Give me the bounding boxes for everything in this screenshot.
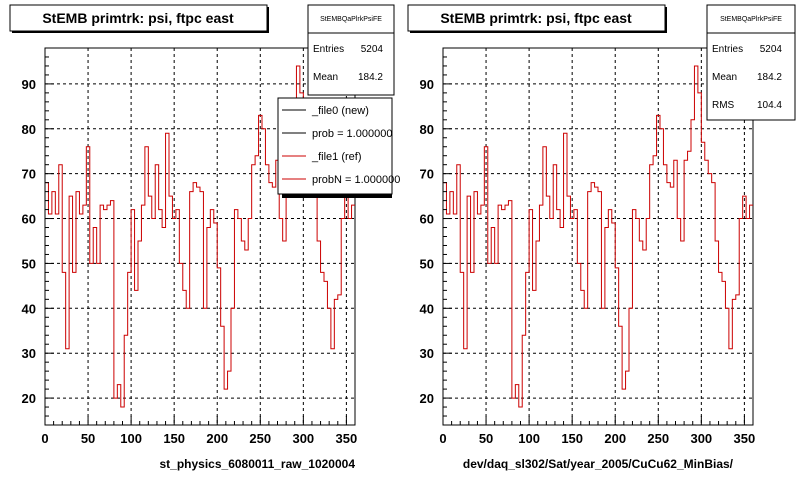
legend-label-3: probN = 1.000000	[312, 174, 400, 186]
right-panel: 0 50 100 150 200 250 300 350 20 30 40 50 60 70 80 90 St…	[407, 4, 796, 471]
x-tick-label: 250	[249, 431, 271, 446]
x-tick-label: 0	[439, 431, 446, 446]
stats-entries-label: Entries	[313, 44, 344, 55]
x-tick-label: 200	[604, 431, 626, 446]
x-tick-label: 150	[561, 431, 583, 446]
axes: 0 50 100 150 200 250 300 350 20 30 40 50 60 70 80 90	[22, 56, 358, 446]
stats-name: StEMBQaPlrkPsiFE	[320, 16, 382, 23]
y-tick-label: 80	[22, 122, 36, 137]
stats-box: StEMBQaPlrkPsiFE Entries 5204 Mean 184.2	[307, 4, 395, 96]
x-axis-label: st_physics_6080011_raw_1020004	[159, 457, 355, 471]
x-tick-label: 300	[690, 431, 712, 446]
x-tick-label: 100	[120, 431, 142, 446]
legend-label-0: _file0 (new)	[311, 105, 369, 117]
y-tick-label: 60	[22, 212, 36, 227]
stats-name: StEMBQaPlrkPsiFE	[720, 16, 782, 23]
x-tick-label: 250	[647, 431, 669, 446]
y-tick-label: 40	[420, 301, 434, 316]
y-tick-label: 60	[420, 212, 434, 227]
axes: 0 50 100 150 200 250 300 350 20 30 40 50 60 70 80 90	[420, 56, 756, 446]
x-tick-label: 200	[206, 431, 228, 446]
stats-mean-label: Mean	[712, 72, 737, 83]
x-tick-label: 350	[336, 431, 358, 446]
legend-label-1: prob = 1.000000	[312, 128, 392, 140]
y-tick-label: 30	[22, 346, 36, 361]
x-tick-label: 100	[518, 431, 540, 446]
stats-mean-value: 184.2	[757, 72, 782, 83]
y-tick-label: 90	[22, 77, 36, 92]
stats-mean-label: Mean	[313, 72, 338, 83]
left-panel: 0 50 100 150 200 250 300 350 20 30 40 50 60 70 80 90 St…	[9, 4, 400, 471]
x-tick-label: 150	[163, 431, 185, 446]
y-tick-label: 20	[420, 391, 434, 406]
x-axis-label: dev/daq_sl302/Sat/year_2005/CuCu62_MinBi…	[463, 457, 734, 471]
stats-rms-value: 104.4	[757, 100, 782, 111]
chart-title: StEMB primtrk: psi, ftpc east	[440, 10, 632, 26]
histogram	[443, 65, 753, 408]
x-tick-label: 50	[81, 431, 95, 446]
stats-mean-value: 184.2	[358, 72, 383, 83]
stats-rms-label: RMS	[712, 100, 735, 111]
y-tick-label: 90	[420, 77, 434, 92]
stats-entries-label: Entries	[712, 44, 743, 55]
x-tick-label: 50	[479, 431, 493, 446]
stats-entries-value: 5204	[361, 44, 384, 55]
legend-label-2: _file1 (ref)	[311, 151, 362, 163]
y-tick-label: 20	[22, 391, 36, 406]
legend-box: _file0 (new) prob = 1.000000 _file1 (ref…	[277, 97, 400, 198]
y-tick-label: 50	[420, 256, 434, 271]
x-tick-label: 0	[41, 431, 48, 446]
y-tick-label: 80	[420, 122, 434, 137]
y-tick-label: 70	[420, 167, 434, 182]
y-tick-label: 50	[22, 256, 36, 271]
stats-entries-value: 5204	[760, 44, 783, 55]
histogram-line	[443, 65, 753, 408]
title-box: StEMB primtrk: psi, ftpc east	[9, 4, 269, 33]
x-tick-label: 300	[292, 431, 314, 446]
y-tick-label: 40	[22, 301, 36, 316]
y-tick-label: 70	[22, 167, 36, 182]
chart-title: StEMB primtrk: psi, ftpc east	[42, 10, 234, 26]
y-tick-label: 30	[420, 346, 434, 361]
stats-box: StEMBQaPlrkPsiFE Entries 5204 Mean 184.2…	[706, 4, 796, 121]
title-box: StEMB primtrk: psi, ftpc east	[407, 4, 667, 33]
x-tick-label: 350	[734, 431, 756, 446]
